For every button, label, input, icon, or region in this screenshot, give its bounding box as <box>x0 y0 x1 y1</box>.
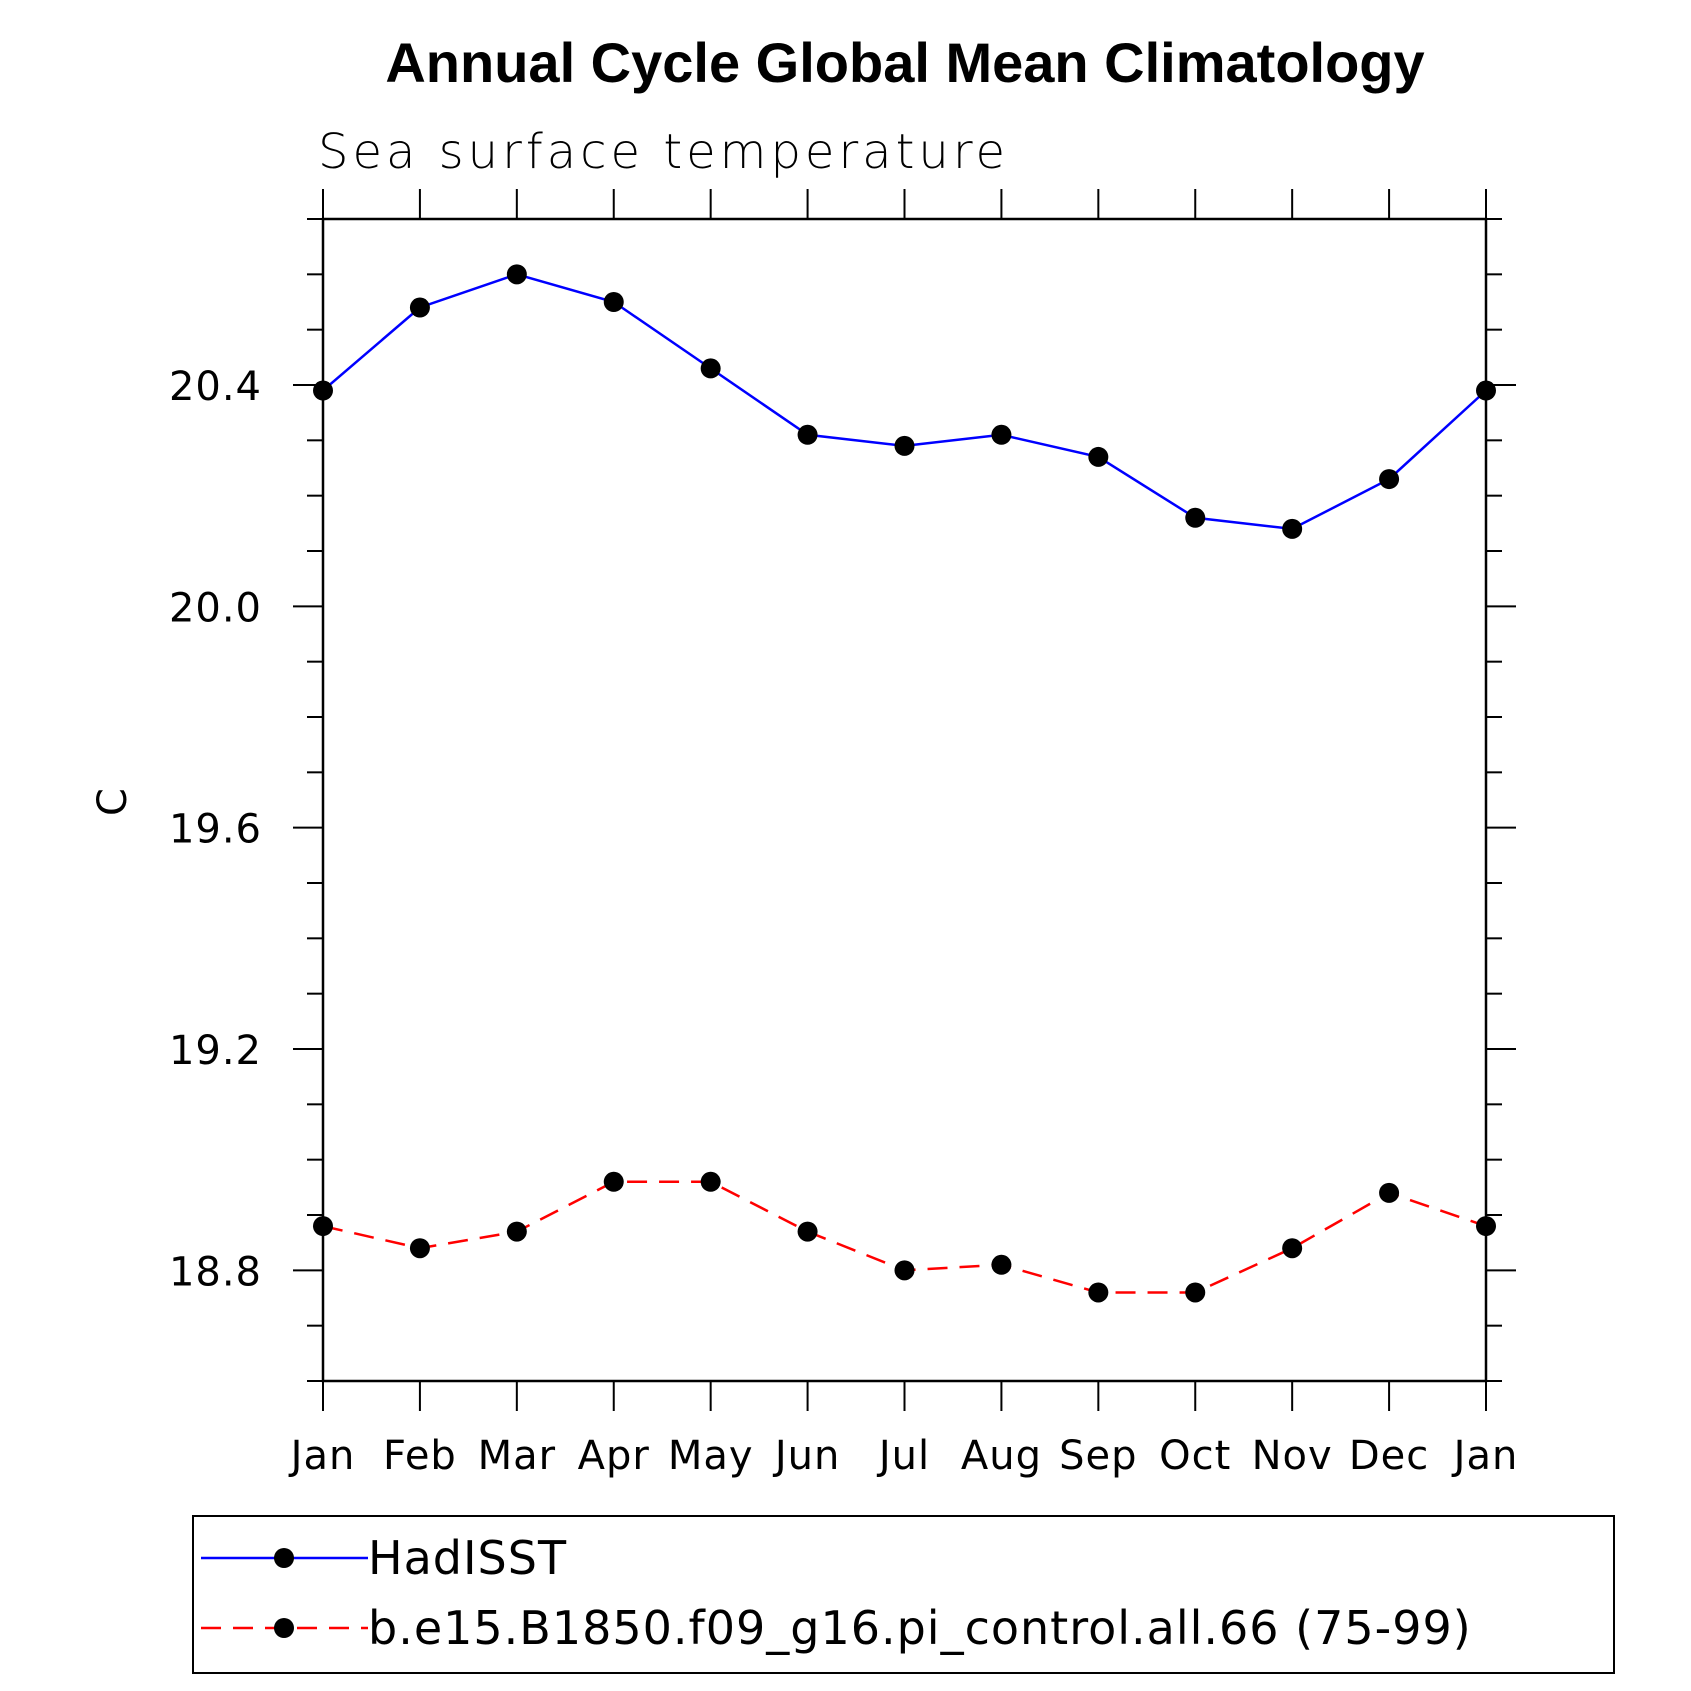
x-tick-label: Jul <box>876 1433 930 1479</box>
data-point-series-0 <box>313 380 333 401</box>
y-tick-label: 20.0 <box>169 585 262 631</box>
data-point-series-0 <box>603 292 624 312</box>
data-point-series-0 <box>409 297 430 318</box>
data-point-series-0 <box>1476 380 1496 401</box>
x-tick-label: Aug <box>961 1433 1042 1479</box>
y-axis-ticks: 18.8 19.2 19.6 20.0 20.4 <box>169 218 1516 1382</box>
series-layer <box>313 264 1496 1303</box>
x-tick-label: Mar <box>478 1433 556 1479</box>
x-tick-label: Sep <box>1059 1433 1137 1479</box>
legend-marker-model <box>274 1618 294 1638</box>
series-line-0 <box>322 272 1487 531</box>
x-tick-label: Jun <box>772 1433 841 1479</box>
data-point-series-0 <box>1088 446 1109 467</box>
data-point-series-0 <box>700 358 721 379</box>
data-point-series-1 <box>1379 1182 1400 1203</box>
x-tick-label: May <box>668 1433 754 1479</box>
x-tick-label: Dec <box>1349 1433 1429 1479</box>
data-point-series-1 <box>1185 1282 1206 1303</box>
chart-title: Annual Cycle Global Mean Climatology <box>385 31 1424 94</box>
x-tick-label: Apr <box>578 1433 650 1479</box>
x-tick-label: Jan <box>1451 1433 1519 1479</box>
data-point-series-1 <box>506 1221 527 1242</box>
legend-marker-hadisst <box>274 1548 294 1568</box>
legend-box <box>192 1515 1615 1674</box>
x-tick-label: Nov <box>1252 1433 1333 1479</box>
data-point-series-1 <box>894 1260 915 1281</box>
data-point-series-1 <box>797 1221 818 1242</box>
data-point-series-1 <box>409 1238 430 1259</box>
y-tick-label: 18.8 <box>169 1249 262 1295</box>
y-tick-label: 19.6 <box>169 807 262 853</box>
y-axis-label: C <box>90 788 136 816</box>
data-point-series-0 <box>1379 469 1400 490</box>
x-tick-label: Jan <box>288 1433 356 1479</box>
data-point-series-1 <box>603 1171 624 1192</box>
data-point-series-0 <box>991 424 1012 445</box>
data-point-series-1 <box>313 1216 333 1237</box>
data-point-series-0 <box>1282 518 1303 539</box>
data-point-series-0 <box>894 435 915 456</box>
data-point-series-0 <box>506 264 527 285</box>
y-tick-label: 20.4 <box>169 364 262 410</box>
legend-label-model: b.e15.B1850.f09_g16.pi_control.all.66 (7… <box>368 1601 1472 1655</box>
data-point-series-1 <box>700 1171 721 1192</box>
y-tick-label: 19.2 <box>169 1028 262 1074</box>
data-point-series-1 <box>1282 1238 1303 1259</box>
data-point-series-0 <box>797 424 818 445</box>
chart-subtitle: Sea surface temperature <box>318 124 1009 180</box>
legend-label-hadisst: HadISST <box>368 1531 567 1585</box>
legend: HadISST b.e15.B1850.f09_g16.pi_control.a… <box>192 1515 1615 1674</box>
x-tick-label: Feb <box>383 1433 457 1479</box>
data-point-series-1 <box>991 1254 1012 1275</box>
x-axis-ticks: Jan Feb Mar Apr May Jun Jul Aug Sep Oct Nov Dec Jan <box>288 189 1519 1479</box>
data-point-series-0 <box>1185 507 1206 528</box>
data-point-series-1 <box>1088 1282 1109 1303</box>
plot-frame <box>321 217 1488 1383</box>
x-tick-label: Oct <box>1159 1433 1231 1479</box>
data-point-series-1 <box>1476 1216 1496 1237</box>
